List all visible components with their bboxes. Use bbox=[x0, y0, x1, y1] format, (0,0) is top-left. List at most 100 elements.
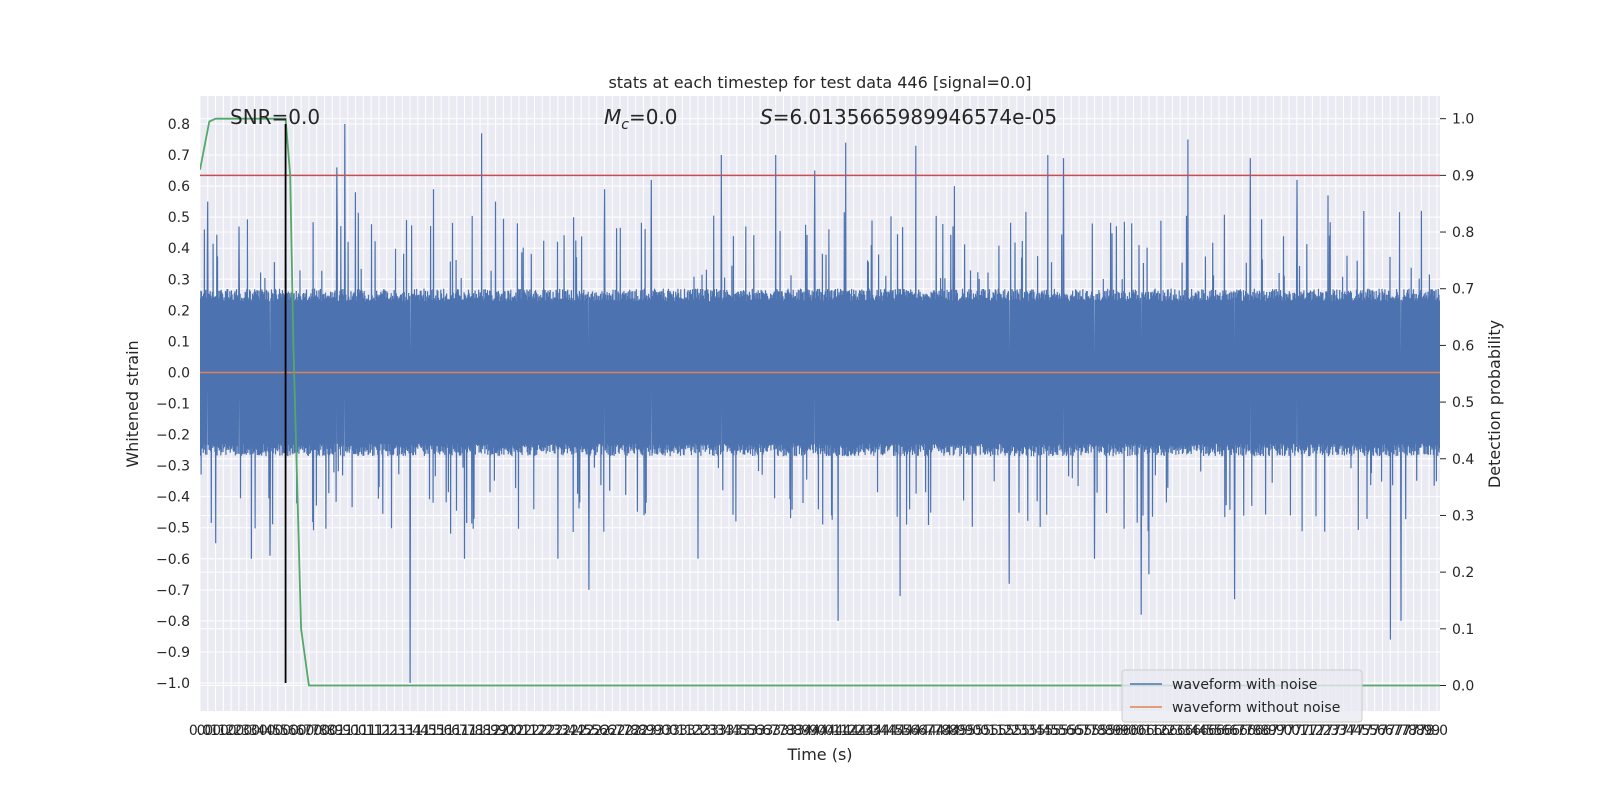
y-tick-label: −0.5 bbox=[156, 521, 190, 537]
y-tick-label: 0.7 bbox=[168, 148, 190, 164]
x-tick-label: 0.5 bbox=[259, 723, 281, 739]
x-tick-label: 5.6 bbox=[1060, 723, 1082, 739]
y2-tick-label: 0.1 bbox=[1452, 622, 1474, 638]
x-tick-label: 1.3 bbox=[383, 723, 405, 739]
x-tick-label: 5.6 bbox=[1052, 723, 1074, 739]
x-tick-label: 1.6 bbox=[438, 723, 460, 739]
x-tick-label: 7.7 bbox=[1387, 723, 1409, 739]
x-tick-label: 7.1 bbox=[1294, 723, 1316, 739]
y-tick-label: 0.2 bbox=[168, 303, 190, 319]
x-tick-label: 1.4 bbox=[407, 723, 429, 739]
x-tick-label: 4.8 bbox=[928, 723, 950, 739]
x-tick-label: 6.4 bbox=[1185, 723, 1207, 739]
x-tick-label: 5.1 bbox=[975, 723, 997, 739]
x-tick-label: 6.2 bbox=[1153, 723, 1175, 739]
x-tick-label: 1.0 bbox=[337, 723, 359, 739]
x-tick-label: 8.0 bbox=[1426, 723, 1448, 739]
x-tick-label: 3.7 bbox=[765, 723, 787, 739]
x-tick-label: 3.4 bbox=[718, 723, 740, 739]
x-tick-label: 3.2 bbox=[679, 723, 701, 739]
x-tick-label: 2.5 bbox=[578, 723, 600, 739]
x-tick-label: 2.0 bbox=[500, 723, 522, 739]
x-tick-label: 7.2 bbox=[1309, 723, 1331, 739]
x-tick-label: 5.4 bbox=[1021, 723, 1043, 739]
y2-tick-label: 0.6 bbox=[1452, 338, 1474, 354]
x-tick-label: 3.6 bbox=[749, 723, 771, 739]
x-tick-label: 3.5 bbox=[726, 723, 748, 739]
x-tick-label: 2.9 bbox=[640, 723, 662, 739]
x-tick-label: 7.2 bbox=[1301, 723, 1323, 739]
y-axis-label: Whitened strain bbox=[123, 340, 142, 467]
x-tick-label: 2.7 bbox=[609, 723, 631, 739]
x-tick-label: 2.3 bbox=[539, 723, 561, 739]
x-tick-label: 6.9 bbox=[1255, 723, 1277, 739]
x-tick-label: 4.2 bbox=[842, 723, 864, 739]
x-tick-label: 1.4 bbox=[399, 723, 421, 739]
x-tick-label: 7.4 bbox=[1340, 723, 1362, 739]
x-tick-label: 5.9 bbox=[1107, 723, 1129, 739]
marks bbox=[200, 117, 1440, 687]
ticks: 0.00.10.10.20.20.30.30.40.40.50.50.60.60… bbox=[156, 112, 1474, 739]
x-tick-label: 7.6 bbox=[1364, 723, 1386, 739]
x-tick-label: 4.4 bbox=[866, 723, 888, 739]
x-tick-label: 6.3 bbox=[1161, 723, 1183, 739]
x-tick-label: 5.1 bbox=[982, 723, 1004, 739]
x-tick-label: 1.9 bbox=[477, 723, 499, 739]
mc-value: =0.0 bbox=[629, 105, 678, 129]
y2-tick-label: 0.5 bbox=[1452, 395, 1474, 411]
x-tick-label: 5.0 bbox=[959, 723, 981, 739]
x-tick-label: 6.0 bbox=[1115, 723, 1137, 739]
x-tick-label: 4.7 bbox=[912, 723, 934, 739]
x-tick-label: 7.9 bbox=[1410, 723, 1432, 739]
x-tick-label: 4.9 bbox=[943, 723, 965, 739]
x-tick-label: 2.3 bbox=[547, 723, 569, 739]
x-tick-label: 3.6 bbox=[741, 723, 763, 739]
x-tick-label: 0.7 bbox=[298, 723, 320, 739]
x-tick-label: 1.3 bbox=[391, 723, 413, 739]
x-tick-label: 5.0 bbox=[967, 723, 989, 739]
y2-tick-label: 1.0 bbox=[1452, 112, 1474, 128]
x-tick-label: 0.2 bbox=[220, 723, 242, 739]
y-tick-label: −0.7 bbox=[156, 583, 190, 599]
x-tick-label: 1.1 bbox=[360, 723, 382, 739]
x-tick-label: 1.5 bbox=[414, 723, 436, 739]
x-tick-label: 1.1 bbox=[352, 723, 374, 739]
mc-subscript: c bbox=[621, 117, 629, 133]
x-tick-label: 5.3 bbox=[1013, 723, 1035, 739]
x-tick-label: 7.5 bbox=[1356, 723, 1378, 739]
y2-tick-label: 0.2 bbox=[1452, 565, 1474, 581]
y2-tick-label: 0.9 bbox=[1452, 168, 1474, 184]
x-tick-label: 0.9 bbox=[329, 723, 351, 739]
s-value: =6.0135665989946574e-05 bbox=[773, 105, 1057, 129]
x-tick-label: 3.7 bbox=[757, 723, 779, 739]
x-tick-label: 7.7 bbox=[1379, 723, 1401, 739]
x-tick-label: 3.3 bbox=[702, 723, 724, 739]
x-tick-label: 7.4 bbox=[1332, 723, 1354, 739]
snr-annotation: SNR=0.0 bbox=[230, 105, 320, 129]
x-tick-label: 3.1 bbox=[663, 723, 685, 739]
x-tick-label: 2.2 bbox=[531, 723, 553, 739]
x-tick-label: 6.4 bbox=[1177, 723, 1199, 739]
x-tick-label: 4.2 bbox=[835, 723, 857, 739]
x-tick-label: 1.9 bbox=[484, 723, 506, 739]
x-tick-label: 4.1 bbox=[819, 723, 841, 739]
y-tick-label: −0.2 bbox=[156, 428, 190, 444]
x-tick-label: 1.7 bbox=[446, 723, 468, 739]
s-annotation: S=6.0135665989946574e-05 bbox=[760, 105, 1057, 129]
x-tick-label: 6.5 bbox=[1200, 723, 1222, 739]
x-tick-label: 5.3 bbox=[1006, 723, 1028, 739]
y-tick-label: −0.3 bbox=[156, 459, 190, 475]
x-tick-label: 2.7 bbox=[601, 723, 623, 739]
x-tick-label: 4.4 bbox=[873, 723, 895, 739]
x-axis-label: Time (s) bbox=[786, 745, 852, 764]
x-tick-label: 6.1 bbox=[1138, 723, 1160, 739]
x-tick-label: 3.9 bbox=[788, 723, 810, 739]
x-tick-label: 3.0 bbox=[656, 723, 678, 739]
x-tick-label: 4.8 bbox=[936, 723, 958, 739]
x-tick-label: 0.3 bbox=[228, 723, 250, 739]
x-tick-label: 5.8 bbox=[1083, 723, 1105, 739]
x-tick-label: 7.9 bbox=[1418, 723, 1440, 739]
x-tick-label: 1.8 bbox=[469, 723, 491, 739]
x-tick-label: 6.9 bbox=[1262, 723, 1284, 739]
